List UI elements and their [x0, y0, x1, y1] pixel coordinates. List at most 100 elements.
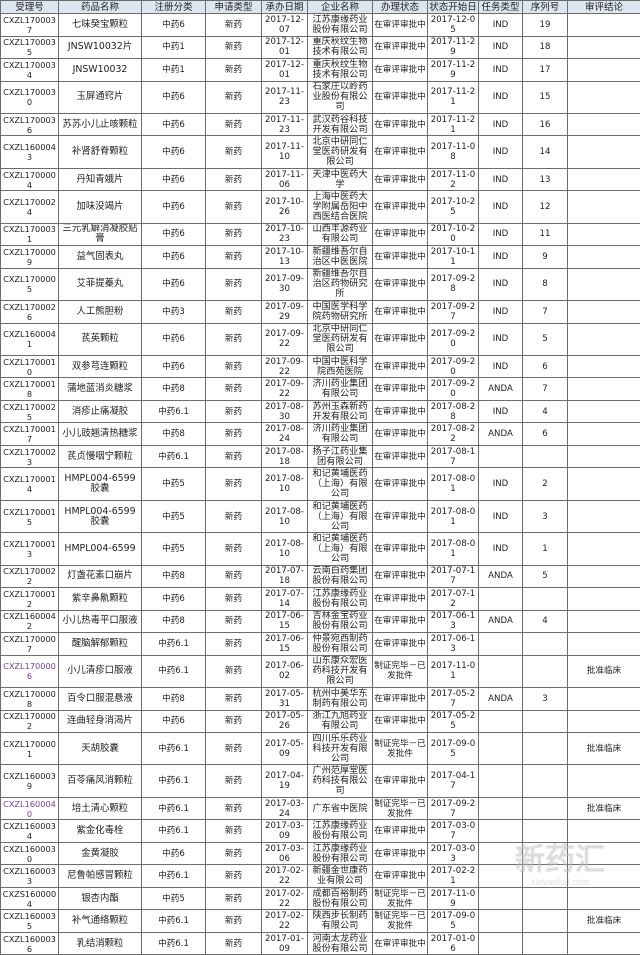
cell-acceptance-no[interactable]: CXZL1700023	[1, 445, 59, 468]
cell-company-name: 江苏康缘药业股份有限公司	[308, 820, 373, 843]
cell-acceptance-no[interactable]: CXZL1700006	[1, 655, 59, 687]
cell-acceptance-no[interactable]: CXZL1700005	[1, 268, 59, 300]
column-header-drug-name[interactable]: 药品名称	[59, 1, 142, 14]
cell-acceptance-no[interactable]: CXZL1700002	[1, 710, 59, 733]
cell-acceptance-no[interactable]: CXZL1600035	[1, 910, 59, 933]
cell-reg-category: 中药5	[142, 887, 206, 910]
column-header-sequence-no[interactable]: 序列号	[523, 1, 568, 14]
cell-acceptance-no[interactable]: CXZL1700012	[1, 588, 59, 611]
cell-acceptance-no[interactable]: CXZL1600043	[1, 136, 59, 168]
cell-drug-name: 补气通络颗粒	[59, 910, 142, 933]
cell-company-name: 四川乐乐药业科技开发有限公司	[308, 733, 373, 765]
cell-acceptance-no[interactable]: CXZL1700008	[1, 688, 59, 711]
cell-acceptance-no[interactable]: CXZL1700018	[1, 378, 59, 401]
cell-acceptance-no[interactable]: CXZL1700024	[1, 191, 59, 223]
cell-acceptance-no[interactable]: CXZL1700017	[1, 423, 59, 446]
cell-acceptance-no[interactable]: CXZL1700014	[1, 468, 59, 500]
cell-acceptance-no[interactable]: CXZL1600040	[1, 797, 59, 820]
column-header-task-type[interactable]: 任务类型	[479, 1, 523, 14]
cell-acceptance-no[interactable]: CXZL1700009	[1, 246, 59, 269]
cell-sequence-no: 16	[523, 113, 568, 136]
cell-acceptance-no[interactable]: CXZL1700025	[1, 400, 59, 423]
cell-acceptance-no[interactable]: CXZL1600036	[1, 932, 59, 955]
cell-company-name: 仲景宛西制药股份有限公司	[308, 633, 373, 656]
cell-acceptance-no[interactable]: CXZL1700001	[1, 733, 59, 765]
cell-acceptance-no[interactable]: CXZL1700022	[1, 565, 59, 588]
cell-acceptance-no[interactable]: CXZL1600039	[1, 765, 59, 797]
cell-review-conclusion	[568, 765, 640, 797]
column-header-company-name[interactable]: 企业名称	[308, 1, 373, 14]
column-header-status-start-date[interactable]: 状态开始日	[428, 1, 479, 14]
column-header-reg-category[interactable]: 注册分类	[142, 1, 206, 14]
cell-acceptance-no[interactable]: CXZL1600042	[1, 610, 59, 633]
cell-acceptance-no[interactable]: CXZL1600034	[1, 820, 59, 843]
cell-acceptance-no[interactable]: CXZL1700030	[1, 81, 59, 113]
cell-acceptance-no[interactable]: CXZL1700007	[1, 633, 59, 656]
cell-acceptance-no[interactable]: CXZL1600041	[1, 323, 59, 355]
cell-review-conclusion	[568, 533, 640, 565]
column-header-application-type[interactable]: 申请类型	[206, 1, 262, 14]
cell-sequence-no	[523, 633, 568, 656]
column-header-review-conclusion[interactable]: 审评结论	[568, 1, 640, 14]
column-header-filing-date[interactable]: 承办日期	[262, 1, 308, 14]
cell-acceptance-no[interactable]: CXZL1700036	[1, 113, 59, 136]
cell-acceptance-no[interactable]: CXZL1700013	[1, 533, 59, 565]
cell-acceptance-no[interactable]: CXZL1700037	[1, 14, 59, 37]
cell-review-conclusion	[568, 301, 640, 324]
cell-acceptance-no[interactable]: CXZS1600004	[1, 887, 59, 910]
cell-acceptance-no[interactable]: CXZL1700035	[1, 36, 59, 59]
column-header-acceptance-no[interactable]: 受理号	[1, 1, 59, 14]
cell-acceptance-no[interactable]: CXZL1700010	[1, 355, 59, 378]
cell-acceptance-no[interactable]: CXZL1700026	[1, 301, 59, 324]
cell-status-start-date: 2017-03-07	[428, 820, 479, 843]
column-header-status[interactable]: 办理状态	[373, 1, 428, 14]
cell-filing-date: 2017-11-23	[262, 113, 308, 136]
cell-status-start-date: 2017-04-17	[428, 765, 479, 797]
cell-status: 在审评审批中	[373, 423, 428, 446]
cell-acceptance-no[interactable]: CXZL1700034	[1, 59, 59, 82]
cell-acceptance-no[interactable]: CXZL1700004	[1, 168, 59, 191]
cell-acceptance-no[interactable]: CXZL1700015	[1, 500, 59, 532]
cell-acceptance-no[interactable]: CXZL1600033	[1, 865, 59, 888]
cell-acceptance-no[interactable]: CXZL1700031	[1, 223, 59, 246]
cell-acceptance-no[interactable]: CXZL1600030	[1, 842, 59, 865]
